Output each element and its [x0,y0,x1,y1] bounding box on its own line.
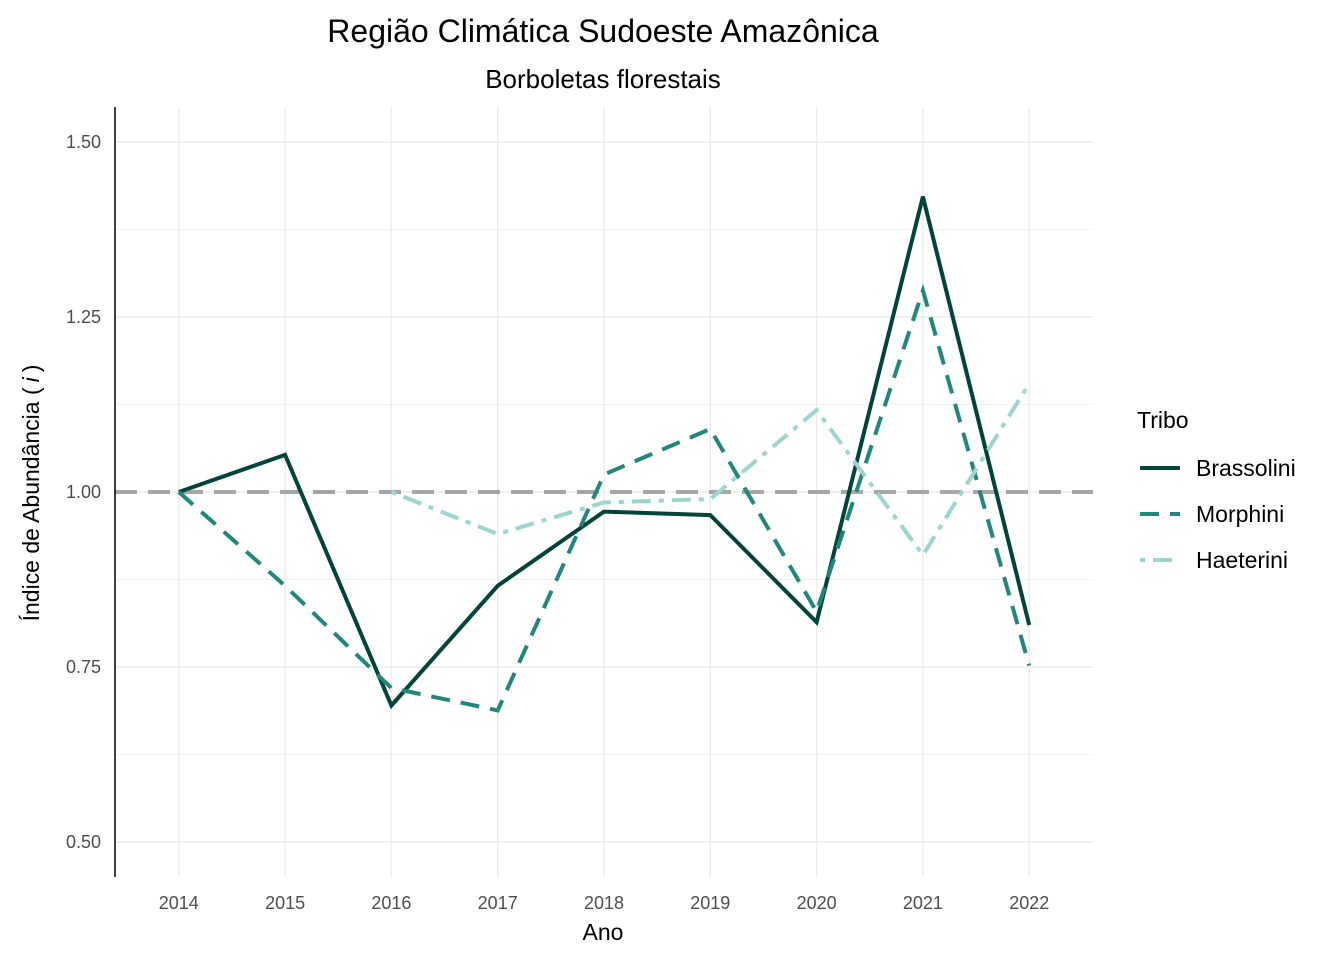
y-axis-title-main: Índice de Abundância ( [18,387,44,621]
chart-title: Região Climática Sudoeste Amazônica [327,13,879,49]
legend-title: Tribo [1137,407,1189,433]
x-tick-label: 2015 [265,893,305,913]
y-axis-title-end: ) [18,365,44,373]
y-axis-ticks: 0.50 0.75 1.00 1.25 1.50 [66,132,101,852]
series-line-brassolini [178,196,1032,710]
legend-items: Brassolini Morphini Haeterini [1140,455,1296,573]
x-tick-label: 2018 [584,893,624,913]
series-line-morphini [177,283,1032,713]
legend-label-morphini: Morphini [1196,501,1284,527]
legend-label-haeterini: Haeterini [1196,547,1288,573]
x-tick-label: 2017 [478,893,518,913]
x-tick-label: 2021 [903,893,943,913]
series-lines [177,196,1032,713]
y-tick-label: 1.00 [66,482,101,502]
y-tick-label: 0.75 [66,657,101,677]
x-tick-label: 2016 [371,893,411,913]
legend-label-brassolini: Brassolini [1196,455,1296,481]
x-tick-label: 2019 [690,893,730,913]
y-tick-label: 1.25 [66,307,101,327]
y-tick-label: 0.50 [66,832,101,852]
x-axis-title: Ano [583,919,624,945]
x-tick-label: 2020 [797,893,837,913]
x-tick-label: 2014 [159,893,199,913]
plot-area [114,107,1093,877]
chart-subtitle: Borboletas florestais [485,64,721,94]
y-tick-label: 1.50 [66,132,101,152]
y-axis-title-italic: i [18,376,44,382]
y-axis-title: Índice de Abundância ( i) [18,365,44,622]
legend: Tribo Brassolini Morphini Haeterini [1137,407,1296,573]
x-axis-ticks: 2014 2015 2016 2017 2018 2019 2020 2021 2022 [159,893,1049,913]
x-tick-label: 2022 [1009,893,1049,913]
